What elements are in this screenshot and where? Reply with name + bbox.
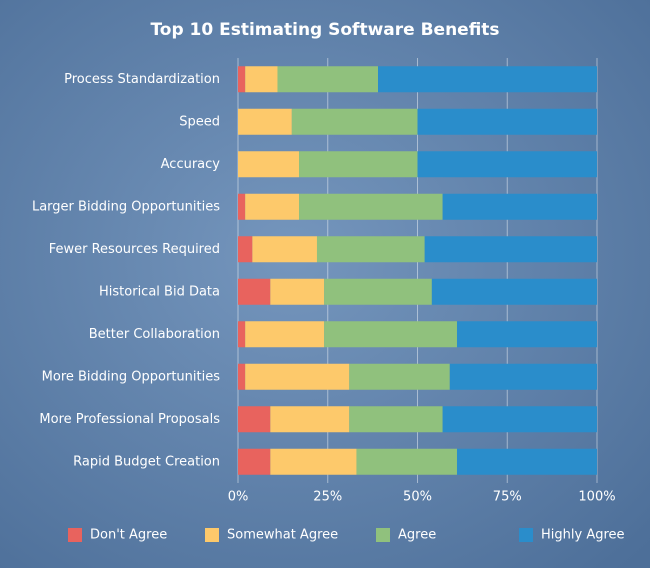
bar-segment <box>324 278 432 305</box>
y-tick-label: Historical Bid Data <box>99 284 220 299</box>
bar-segment <box>356 448 457 475</box>
bar-segment <box>299 151 418 178</box>
y-tick-label: Rapid Budget Creation <box>73 454 220 469</box>
x-tick-label: 25% <box>313 490 342 505</box>
x-tick-label: 0% <box>228 490 249 505</box>
bar-segment <box>442 193 597 220</box>
y-tick-label: More Professional Proposals <box>39 412 220 427</box>
bar-segment <box>324 321 457 348</box>
y-tick-label: Better Collaboration <box>89 327 220 342</box>
x-tick-label: 75% <box>493 490 522 505</box>
bar-segment <box>442 406 597 433</box>
y-tick-label: Accuracy <box>161 157 221 172</box>
bar-segment <box>456 321 597 348</box>
bar-segment <box>431 278 597 305</box>
bar-segment <box>238 193 246 220</box>
bar-segment <box>270 448 357 475</box>
bar-segment <box>456 448 597 475</box>
bar-segment <box>238 108 292 135</box>
legend-label: Highly Agree <box>541 528 625 543</box>
bar-segment <box>277 66 379 93</box>
bar-segment <box>245 363 350 390</box>
legend-swatch <box>376 528 390 542</box>
bar-segment <box>252 236 317 263</box>
bar-segment <box>424 236 597 263</box>
chart-title: Top 10 Estimating Software Benefits <box>150 20 499 40</box>
legend-label: Don't Agree <box>90 528 167 543</box>
bar-segment <box>299 193 443 220</box>
bar-segment <box>349 406 443 433</box>
y-tick-label: More Bidding Opportunities <box>42 369 221 384</box>
legend-swatch <box>519 528 533 542</box>
bar-segment <box>238 66 246 93</box>
bar-segment <box>238 406 271 433</box>
bar-segment <box>316 236 425 263</box>
bar-segment <box>238 448 271 475</box>
legend-swatch <box>68 528 82 542</box>
bar-segment <box>349 363 450 390</box>
legend-label: Somewhat Agree <box>227 528 338 543</box>
bar-segment <box>291 108 418 135</box>
y-tick-label: Fewer Resources Required <box>49 242 220 257</box>
bar-segment <box>270 406 350 433</box>
y-tick-label: Larger Bidding Opportunities <box>32 199 220 214</box>
legend-label: Agree <box>398 528 436 543</box>
bar-segment <box>238 151 300 178</box>
y-tick-label: Speed <box>179 114 220 129</box>
x-tick-label: 50% <box>403 490 432 505</box>
bar-segment <box>238 321 246 348</box>
bar-segment <box>270 278 325 305</box>
bar-segment <box>238 363 246 390</box>
x-tick-label: 100% <box>578 490 615 505</box>
bar-segment <box>245 193 300 220</box>
bar-segment <box>378 66 597 93</box>
bar-segment <box>417 108 597 135</box>
bar-segment <box>417 151 597 178</box>
bar-segment <box>245 321 325 348</box>
bar-segment <box>245 66 278 93</box>
bar-segment <box>449 363 597 390</box>
bar-segment <box>238 278 271 305</box>
bar-segment <box>238 236 253 263</box>
y-tick-label: Process Standardization <box>64 72 220 87</box>
legend-swatch <box>205 528 219 542</box>
